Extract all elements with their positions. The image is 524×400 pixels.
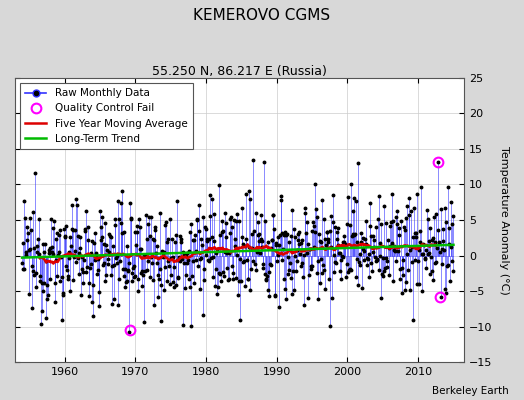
Text: KEMEROVO CGMS: KEMEROVO CGMS (193, 8, 331, 23)
Y-axis label: Temperature Anomaly (°C): Temperature Anomaly (°C) (499, 146, 509, 294)
Legend: Raw Monthly Data, Quality Control Fail, Five Year Moving Average, Long-Term Tren: Raw Monthly Data, Quality Control Fail, … (20, 83, 192, 149)
Title: 55.250 N, 86.217 E (Russia): 55.250 N, 86.217 E (Russia) (152, 65, 327, 78)
Text: Berkeley Earth: Berkeley Earth (432, 386, 508, 396)
